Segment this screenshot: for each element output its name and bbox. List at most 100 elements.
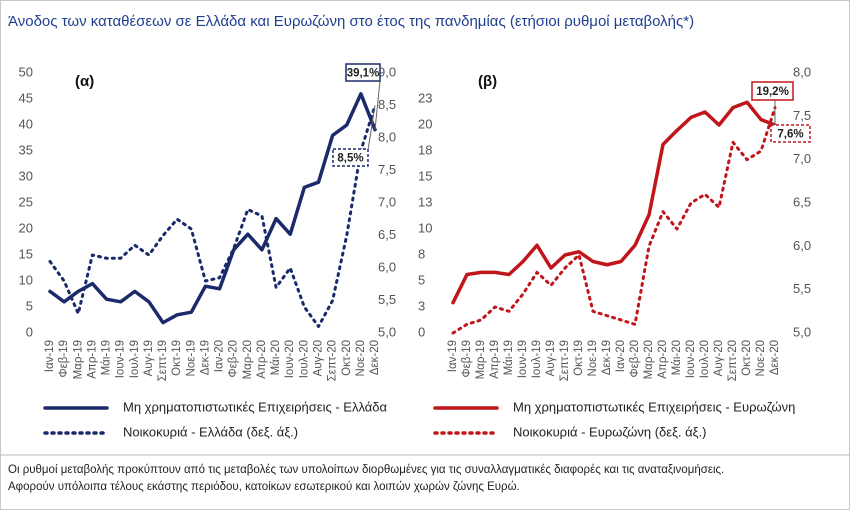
x-tick-label: Μάι-19: [101, 340, 113, 375]
y-tick-label: 6,0: [378, 259, 396, 274]
y-tick-label: 0: [418, 324, 425, 339]
y-tick-label: 30: [19, 168, 33, 183]
line-series: [451, 100, 777, 305]
y-tick-label: 5,0: [793, 324, 811, 339]
y-tick-label: 7,5: [378, 162, 396, 177]
y-tick-label: 5,5: [378, 292, 396, 307]
x-tick-label: Σεπτ-19: [157, 340, 169, 381]
x-tick-label: Φεβ-19: [58, 340, 70, 378]
x-tick-label: Ιαν-20: [615, 340, 627, 372]
y-tick-label: 10: [19, 272, 33, 287]
y-tick-label: 5,0: [378, 324, 396, 339]
y-tick-label: 9,0: [378, 64, 396, 79]
panel-label: (α): [75, 73, 94, 90]
x-tick-label: Ιουλ-19: [129, 340, 141, 378]
y-tick-label: 35: [19, 142, 33, 157]
y-tick-label: 20: [418, 116, 432, 131]
x-tick-label: Απρ-20: [657, 340, 669, 379]
x-tick-label: Σεπτ-20: [727, 340, 739, 381]
x-tick-label: Μαρ-19: [72, 340, 84, 379]
legend-label: Νοικοκυριά - Ευρωζώνη (δεξ. άξ.): [513, 424, 706, 439]
x-tick-label: Φεβ-20: [629, 340, 641, 378]
page-title: Άνοδος των καταθέσεων σε Ελλάδα και Ευρω…: [8, 13, 694, 30]
x-tick-label: Φεβ-20: [228, 340, 240, 378]
data-label: 8,5%: [337, 153, 363, 165]
x-tick-label: Μάι-20: [671, 340, 683, 375]
x-tick-label: Ιουν-20: [685, 340, 697, 378]
x-tick-label: Δεκ-19: [601, 340, 613, 375]
y-tick-label: 8,0: [793, 64, 811, 79]
y-tick-label: 5,5: [793, 281, 811, 296]
y-tick-label: 15: [19, 246, 33, 261]
x-tick-label: Αυγ-20: [713, 340, 725, 376]
x-tick-label: Ιουλ-20: [699, 340, 711, 378]
y-tick-label: 8,0: [378, 129, 396, 144]
y-tick-label: 8,5: [378, 97, 396, 112]
y-tick-label: 45: [19, 90, 33, 105]
label-box: [332, 148, 369, 167]
y-tick-label: 3: [418, 298, 425, 313]
x-tick-label: Δεκ-20: [769, 340, 781, 375]
y-tick-label: 25: [19, 194, 33, 209]
x-tick-label: Οκτ-19: [573, 340, 585, 376]
y-tick-label: 6,5: [793, 194, 811, 209]
x-tick-label: Μαρ-20: [242, 340, 254, 379]
x-tick-label: Ιαν-19: [447, 340, 459, 372]
x-tick-label: Ιουν-20: [284, 340, 296, 378]
x-tick-label: Ιαν-19: [44, 340, 56, 372]
leader-line: [367, 105, 376, 151]
x-tick-label: Νοε-20: [355, 340, 367, 376]
line-series: [48, 104, 377, 328]
y-tick-label: 20: [19, 220, 33, 235]
label-box: [751, 81, 794, 101]
panel-label: (β): [478, 73, 497, 90]
x-tick-label: Ιαν-20: [214, 340, 226, 372]
legend-label: Μη χρηματοπιστωτικές Επιχειρήσεις - Ευρω…: [513, 399, 795, 414]
x-tick-label: Οκτ-20: [741, 340, 753, 376]
x-tick-label: Απρ-20: [256, 340, 268, 379]
x-tick-label: Νοε-19: [185, 340, 197, 376]
x-tick-label: Μαρ-20: [643, 340, 655, 379]
y-tick-label: 6,5: [378, 227, 396, 242]
x-tick-label: Μαρ-19: [475, 340, 487, 379]
y-tick-label: 5: [418, 272, 425, 287]
x-tick-label: Απρ-19: [86, 340, 98, 379]
x-tick-label: Μάι-19: [503, 340, 515, 375]
x-tick-label: Οκτ-20: [341, 340, 353, 376]
line-series: [48, 92, 377, 325]
x-tick-label: Οκτ-19: [171, 340, 183, 376]
x-tick-label: Ιουν-19: [517, 340, 529, 378]
y-tick-label: 15: [418, 168, 432, 183]
y-tick-label: 7,5: [793, 108, 811, 123]
x-tick-label: Αυγ-20: [313, 340, 325, 376]
y-tick-label: 23: [418, 90, 432, 105]
x-tick-label: Ιουλ-19: [531, 340, 543, 378]
y-tick-label: 7,0: [378, 194, 396, 209]
y-tick-label: 0: [26, 324, 33, 339]
y-tick-label: 6,0: [793, 238, 811, 253]
x-tick-label: Σεπτ-19: [559, 340, 571, 381]
y-tick-label: 10: [418, 220, 432, 235]
legend-label: Νοικοκυριά - Ελλάδα (δεξ. άξ.): [123, 424, 298, 439]
y-tick-label: 5: [26, 298, 33, 313]
data-label: 7,6%: [777, 129, 803, 141]
legend-label: Μη χρηματοπιστωτικές Επιχειρήσεις - Ελλά…: [123, 399, 388, 414]
x-tick-label: Δεκ-20: [369, 340, 381, 375]
y-tick-label: 40: [19, 116, 33, 131]
label-box: [770, 124, 811, 143]
leader-line: [374, 80, 381, 130]
y-tick-label: 7,0: [793, 151, 811, 166]
data-label: 19,2%: [756, 86, 789, 98]
x-tick-label: Ιουν-19: [115, 340, 127, 378]
label-box: [345, 63, 381, 82]
x-tick-label: Μάι-20: [270, 340, 282, 375]
x-tick-label: Απρ-19: [489, 340, 501, 379]
y-tick-label: 13: [418, 194, 432, 209]
y-tick-label: 8: [418, 246, 425, 261]
y-tick-label: 18: [418, 142, 432, 157]
x-tick-label: Νοε-19: [587, 340, 599, 376]
x-tick-label: Σεπτ-20: [327, 340, 339, 381]
x-tick-label: Αυγ-19: [143, 340, 155, 376]
x-tick-label: Φεβ-19: [461, 340, 473, 378]
